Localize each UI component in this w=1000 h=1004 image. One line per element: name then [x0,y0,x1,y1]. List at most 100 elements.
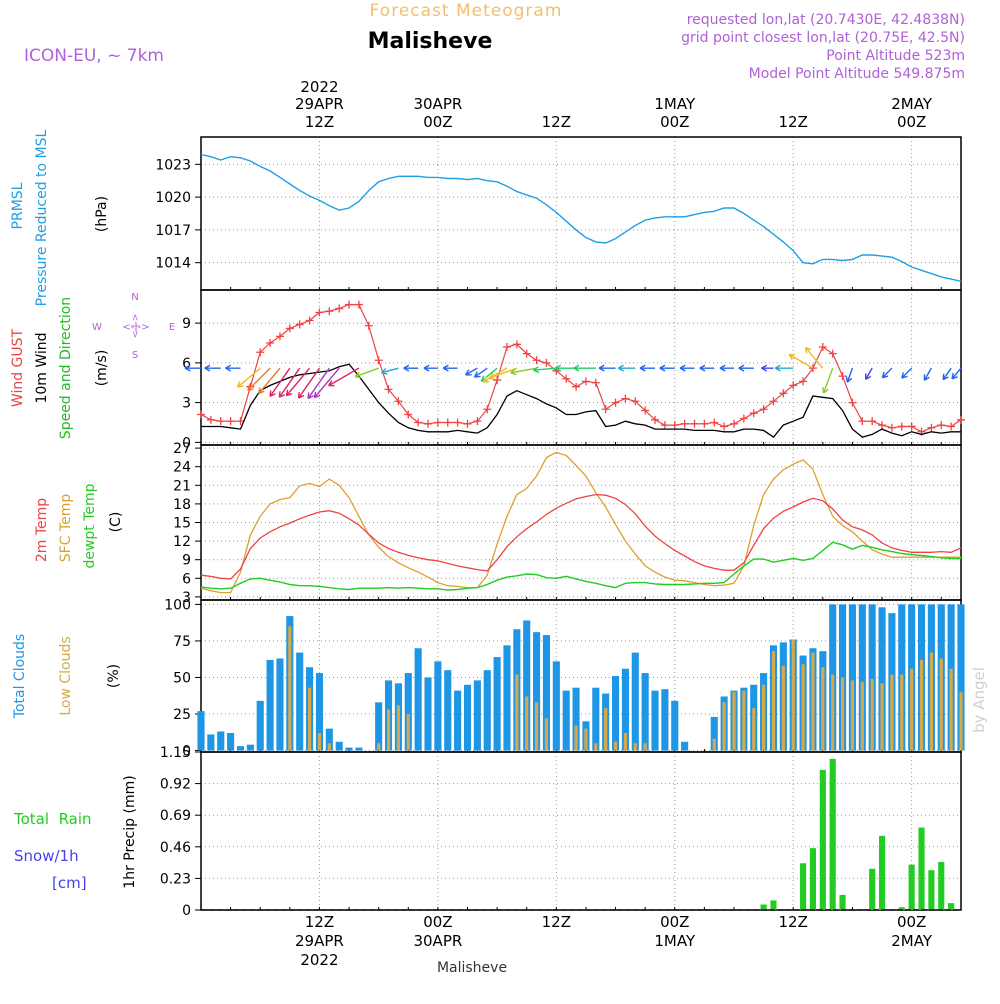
wind-arrow [555,364,577,372]
gust-point [354,300,363,309]
wind-arrow [328,367,360,387]
low-cloud-bar [959,692,963,751]
low-cloud-bar [515,674,519,751]
gust-point [651,415,660,424]
gust-point [394,397,403,406]
requested-coords: requested lon,lat (20.7430E, 42.4838N) [687,12,965,28]
temp-dew-label: dewpt Temp [82,483,98,568]
gust-point [443,418,452,427]
gust-point [690,419,699,428]
wind-arrow [951,367,962,380]
wind-arrow [482,367,508,383]
sfc-temp-line [200,451,961,594]
wind-arrow [297,367,321,399]
low-cloud-bar [396,705,401,751]
total-cloud-bar [414,648,422,751]
total-cloud-bar [957,604,965,751]
rain-bar [800,863,807,910]
wind-arrow [278,367,301,398]
low-cloud-bar [929,652,933,751]
wind-arrow [774,364,794,372]
low-cloud-bar [643,743,647,751]
wind-arrow [313,367,340,399]
top-time-label: 00Z [423,113,452,131]
wind-arrow [901,367,913,379]
gust-point [848,398,857,407]
total-cloud-bar [651,690,659,751]
gust-point [680,419,689,428]
bottom-time-label: 2MAY [891,932,933,950]
total-cloud-bar [493,657,501,751]
total-cloud-bar [454,690,462,751]
total-cloud-bar [523,620,531,751]
gust-point [779,389,788,398]
gust-point [532,356,541,365]
top-time-label: 12Z [542,113,571,131]
gust-point [700,419,709,428]
low-cloud-bar [850,680,855,751]
gust-point [197,410,205,419]
total-cloud-bar [552,661,560,751]
ytick-label: 1023 [155,157,191,173]
bottom-time-label: 00Z [897,913,926,931]
gust-point [502,342,511,351]
total-cloud-bar [562,690,570,751]
top-time-label: 00Z [660,113,689,131]
ytick-label: 24 [173,460,191,476]
total-cloud-bar [256,700,264,751]
wind-arrow [659,364,675,372]
bottom-time-label: 12Z [542,913,571,931]
total-cloud-bar [533,632,541,751]
gust-point [759,405,768,414]
low-cloud-bar [327,743,331,751]
gust-point [769,397,778,406]
wind-arrow [598,364,616,372]
total-cloud-bar [868,604,876,751]
gust-point [897,422,906,431]
total-cloud-bar [592,687,600,751]
wind-arrow [354,367,379,379]
gust-point [285,324,294,333]
total-cloud-bar [848,604,856,751]
gust-point [621,394,630,403]
total-cloud-bar [266,659,274,751]
ytick-label: 21 [173,478,191,494]
wind-arrow [269,367,291,398]
low-cloud-bar [939,658,943,751]
precip-labels: Total Rain Snow/1h [cm] 1hr Precip (mm) [13,775,138,892]
top-time-label: 29APR [295,95,344,113]
ytick-label: 50 [173,670,191,686]
gust-point [670,421,679,430]
total-cloud-bar [207,734,215,751]
wind-arrow [247,367,271,392]
gust-point [818,342,827,351]
top-time-label: 12Z [779,113,808,131]
gust-point [275,332,284,341]
low-cloud-bar [386,709,391,751]
ytick-label: 9 [182,553,191,569]
total-cloud-bar [296,652,304,751]
precip-panel: 0 0.23 0.46 0.69 0.92 1.15 [160,745,962,919]
gust-point [335,304,344,313]
ytick-label: 3 [182,590,191,606]
gust-point [226,417,235,426]
bottom-time-label: 00Z [660,913,689,931]
low-cloud-bar [890,674,894,751]
total-cloud-bar [503,645,511,751]
total-cloud-bar [236,746,245,751]
low-cloud-bar [525,696,529,751]
ytick-label: 6 [182,571,191,587]
top-time-label: 2MAY [891,95,933,113]
total-cloud-bar [710,716,718,751]
wind-arrow [942,367,952,381]
top-time-label: 1MAY [654,95,696,113]
ytick-label: 9 [182,316,191,332]
low-cloud-bar [860,681,864,751]
total-cloud-bar [681,741,689,751]
low-cloud-bar [880,683,884,751]
rain-bar [829,758,836,910]
grid-point-coords: grid point closest lon,lat (20.75E, 42.5… [681,30,965,46]
total-cloud-bar [631,652,639,751]
